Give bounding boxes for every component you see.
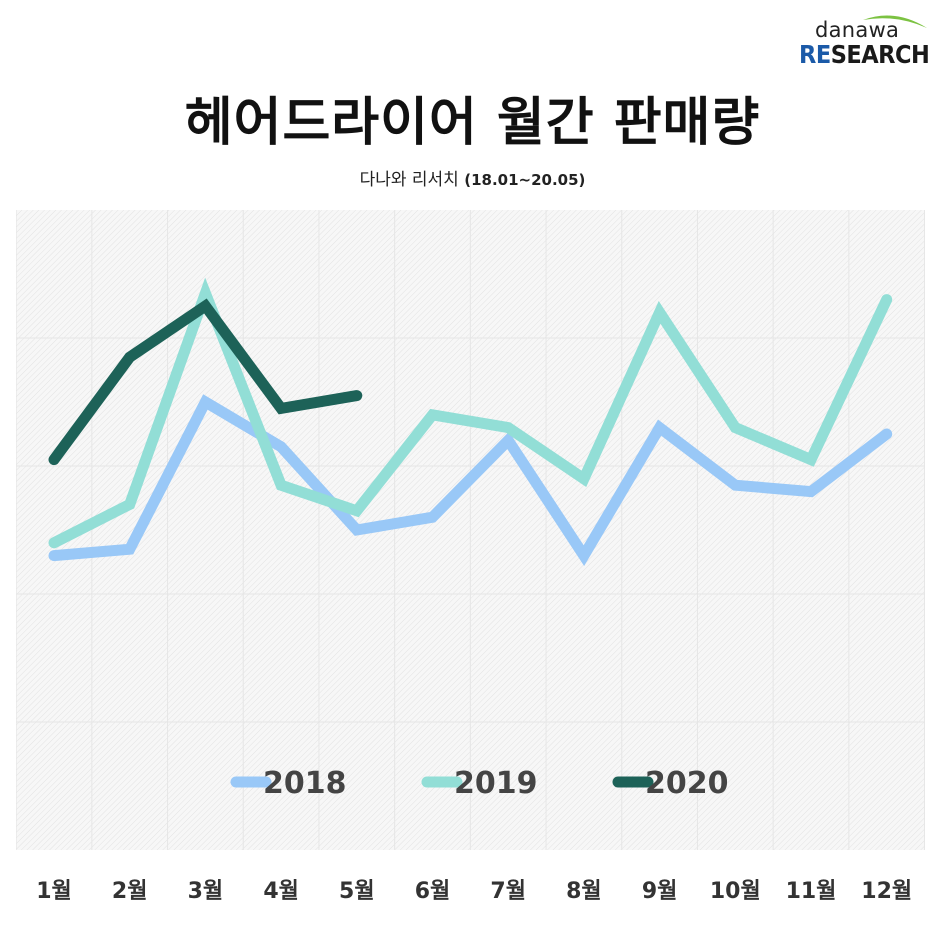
x-tick-label: 4월 <box>263 879 299 904</box>
x-tick-label: 12월 <box>861 879 912 904</box>
logo-top-text: danawa <box>815 18 900 42</box>
legend-label: 2019 <box>454 766 538 801</box>
legend-label: 2018 <box>263 766 347 801</box>
grid-lines <box>16 210 925 850</box>
legend-item-2019: 2019 <box>421 766 538 801</box>
x-tick-label: 1월 <box>36 879 72 904</box>
x-tick-label: 11월 <box>786 879 837 904</box>
x-tick-label: 2월 <box>112 879 148 904</box>
logo-swoosh-icon <box>863 15 927 28</box>
x-tick-label: 5월 <box>339 879 375 904</box>
danawa-research-logo: danawa RESEARCH <box>795 12 935 72</box>
series-line-2019 <box>48 277 893 549</box>
series-line-2018 <box>48 394 893 566</box>
chart-title: 헤어드라이어 월간 판매량 <box>184 93 761 153</box>
subtitle-range: (18.01~20.05) <box>464 171 586 189</box>
series-line-2020 <box>48 298 363 466</box>
x-tick-label: 6월 <box>415 879 451 904</box>
subtitle-source: 다나와 리서치 <box>359 170 459 190</box>
x-tick-label: 3월 <box>188 879 224 904</box>
line-chart: 2018 2019 2020 <box>16 210 925 850</box>
x-axis: 1월 2월 3월 4월 5월 6월 7월 8월 9월 10월 11월 12월 <box>36 879 912 904</box>
x-tick-label: 10월 <box>710 879 761 904</box>
legend-label: 2020 <box>645 766 729 801</box>
logo-bottom-prefix: RE <box>799 40 831 69</box>
x-tick-label: 9월 <box>642 879 678 904</box>
legend: 2018 2019 2020 <box>230 766 729 801</box>
logo-bottom-text: RESEARCH <box>799 40 930 69</box>
legend-item-2020: 2020 <box>612 766 729 801</box>
chart-subtitle: 다나와 리서치 (18.01~20.05) <box>0 165 945 190</box>
x-tick-label: 8월 <box>566 879 602 904</box>
legend-item-2018: 2018 <box>230 766 347 801</box>
logo-bottom-rest: SEARCH <box>830 40 930 69</box>
series-lines <box>48 277 893 566</box>
chart-area: 2018 2019 2020 <box>16 210 925 850</box>
x-tick-label: 7월 <box>490 879 526 904</box>
